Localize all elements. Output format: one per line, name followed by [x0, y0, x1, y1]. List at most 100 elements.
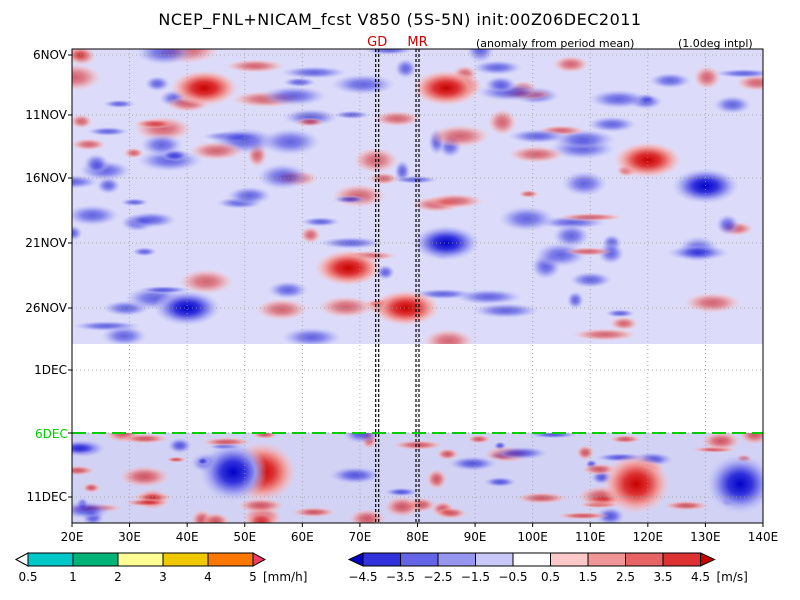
texture-cell: [72, 465, 96, 476]
texture-cell: [555, 512, 611, 520]
texture-cell: [560, 170, 608, 197]
rain-legend-label: 1: [69, 570, 77, 584]
texture-cell: [566, 290, 585, 310]
texture-cell: [392, 175, 439, 184]
texture-cell: [201, 512, 230, 523]
texture-cell: [72, 174, 101, 190]
texture-cell: [515, 492, 568, 504]
wind-legend-label: −0.5: [498, 570, 527, 584]
texture-cell: [120, 433, 169, 444]
x-tick-label: 60E: [291, 530, 314, 544]
texture-cell: [342, 433, 381, 444]
texture-cell: [131, 247, 158, 257]
forecast-start-label: 6DEC: [35, 427, 68, 441]
texture-cell: [738, 433, 763, 445]
texture-cell: [394, 58, 418, 79]
y-tick-label: 6NOV: [33, 48, 68, 62]
texture-cell: [518, 189, 540, 198]
rain-legend-label: 5: [249, 570, 257, 584]
wind-legend-label: 2.5: [616, 570, 635, 584]
rain-legend-max-arrow: [252, 552, 267, 567]
positive-anomaly: [314, 250, 383, 286]
x-axis: 20E 30E 40E 50E 60E 70E 80E 90E 100E 110E 120E 130E…: [61, 523, 778, 544]
wind-legend: −4.5 −3.5 −2.5 −1.5 −0.5 0.5 1.5 2.5 3.5 4.5 [m/s]: [347, 552, 748, 584]
texture-cell: [255, 298, 309, 321]
texture-cell: [279, 66, 348, 79]
texture-cell: [165, 456, 187, 463]
rain-legend-label: 3: [159, 570, 167, 584]
wind-legend-label: −3.5: [386, 570, 415, 584]
texture-cell: [663, 500, 710, 511]
texture-cell: [102, 99, 136, 109]
marker-label: GD: [367, 35, 387, 50]
x-tick-label: 110E: [575, 530, 606, 544]
negative-anomaly: [153, 290, 222, 326]
texture-cell: [483, 476, 517, 488]
texture-cell: [483, 76, 518, 93]
wind-legend-label: −2.5: [423, 570, 452, 584]
texture-cell: [497, 205, 556, 232]
texture-cell: [507, 128, 569, 144]
texture-cell: [434, 507, 468, 519]
y-tick-label: 26NOV: [25, 301, 67, 315]
negative-anomaly: [199, 442, 268, 502]
texture-cell: [332, 110, 371, 120]
wind-legend-label: −1.5: [461, 570, 490, 584]
texture-cell: [330, 73, 397, 96]
texture-cell: [609, 434, 642, 444]
texture-cell: [735, 74, 763, 92]
positive-anomaly: [170, 70, 239, 106]
texture-cell: [256, 162, 310, 191]
texture-cell: [72, 440, 103, 456]
x-tick-label: 100E: [517, 530, 548, 544]
texture-cell: [568, 271, 613, 289]
texture-cell: [144, 75, 171, 92]
positive-anomaly: [613, 142, 682, 178]
x-tick-label: 30E: [118, 530, 141, 544]
wind-legend-swatch: [662, 552, 701, 567]
wind-legend-swatch: [400, 552, 439, 567]
wind-legend-swatch: [362, 552, 401, 567]
wind-legend-label: 4.5: [691, 570, 710, 584]
texture-cell: [466, 434, 491, 444]
texture-cell: [259, 85, 328, 107]
texture-cell: [280, 327, 343, 344]
texture-cell: [236, 497, 285, 513]
texture-cell: [348, 508, 386, 523]
chart-title: NCEP_FNL+NICAM_fcst V850 (5S-5N) init:00…: [158, 10, 642, 29]
texture-cell: [665, 244, 731, 261]
texture-cell: [86, 126, 130, 137]
texture-cell: [493, 446, 549, 460]
texture-cell: [595, 506, 626, 523]
texture-cell: [167, 437, 193, 454]
texture-cell: [422, 328, 475, 344]
texture-cell: [712, 95, 753, 115]
texture-cell: [318, 236, 384, 250]
forecast-panel: [72, 433, 763, 523]
texture-cell: [604, 309, 636, 318]
texture-cell: [552, 223, 591, 249]
texture-cell: [701, 433, 741, 451]
texture-cell: [159, 148, 190, 162]
texture-cell: [266, 280, 309, 300]
x-tick-label: 50E: [233, 530, 256, 544]
texture-cell: [609, 316, 639, 331]
texture-cell: [82, 482, 101, 493]
wind-legend-swatch: [625, 552, 664, 567]
texture-cell: [188, 141, 244, 161]
texture-cell: [123, 147, 145, 159]
texture-cell: [295, 117, 325, 127]
texture-cell: [133, 118, 176, 129]
texture-cell: [648, 72, 693, 89]
x-tick-label: 70E: [348, 530, 371, 544]
texture-cell: [447, 456, 498, 472]
texture-cell: [72, 138, 107, 151]
positive-anomaly: [602, 454, 671, 514]
rain-legend-swatch: [72, 552, 119, 567]
texture-cell: [693, 65, 721, 90]
texture-cell: [178, 268, 235, 295]
texture-cell: [135, 49, 194, 66]
texture-cell: [466, 49, 495, 64]
negative-anomaly: [671, 168, 740, 204]
